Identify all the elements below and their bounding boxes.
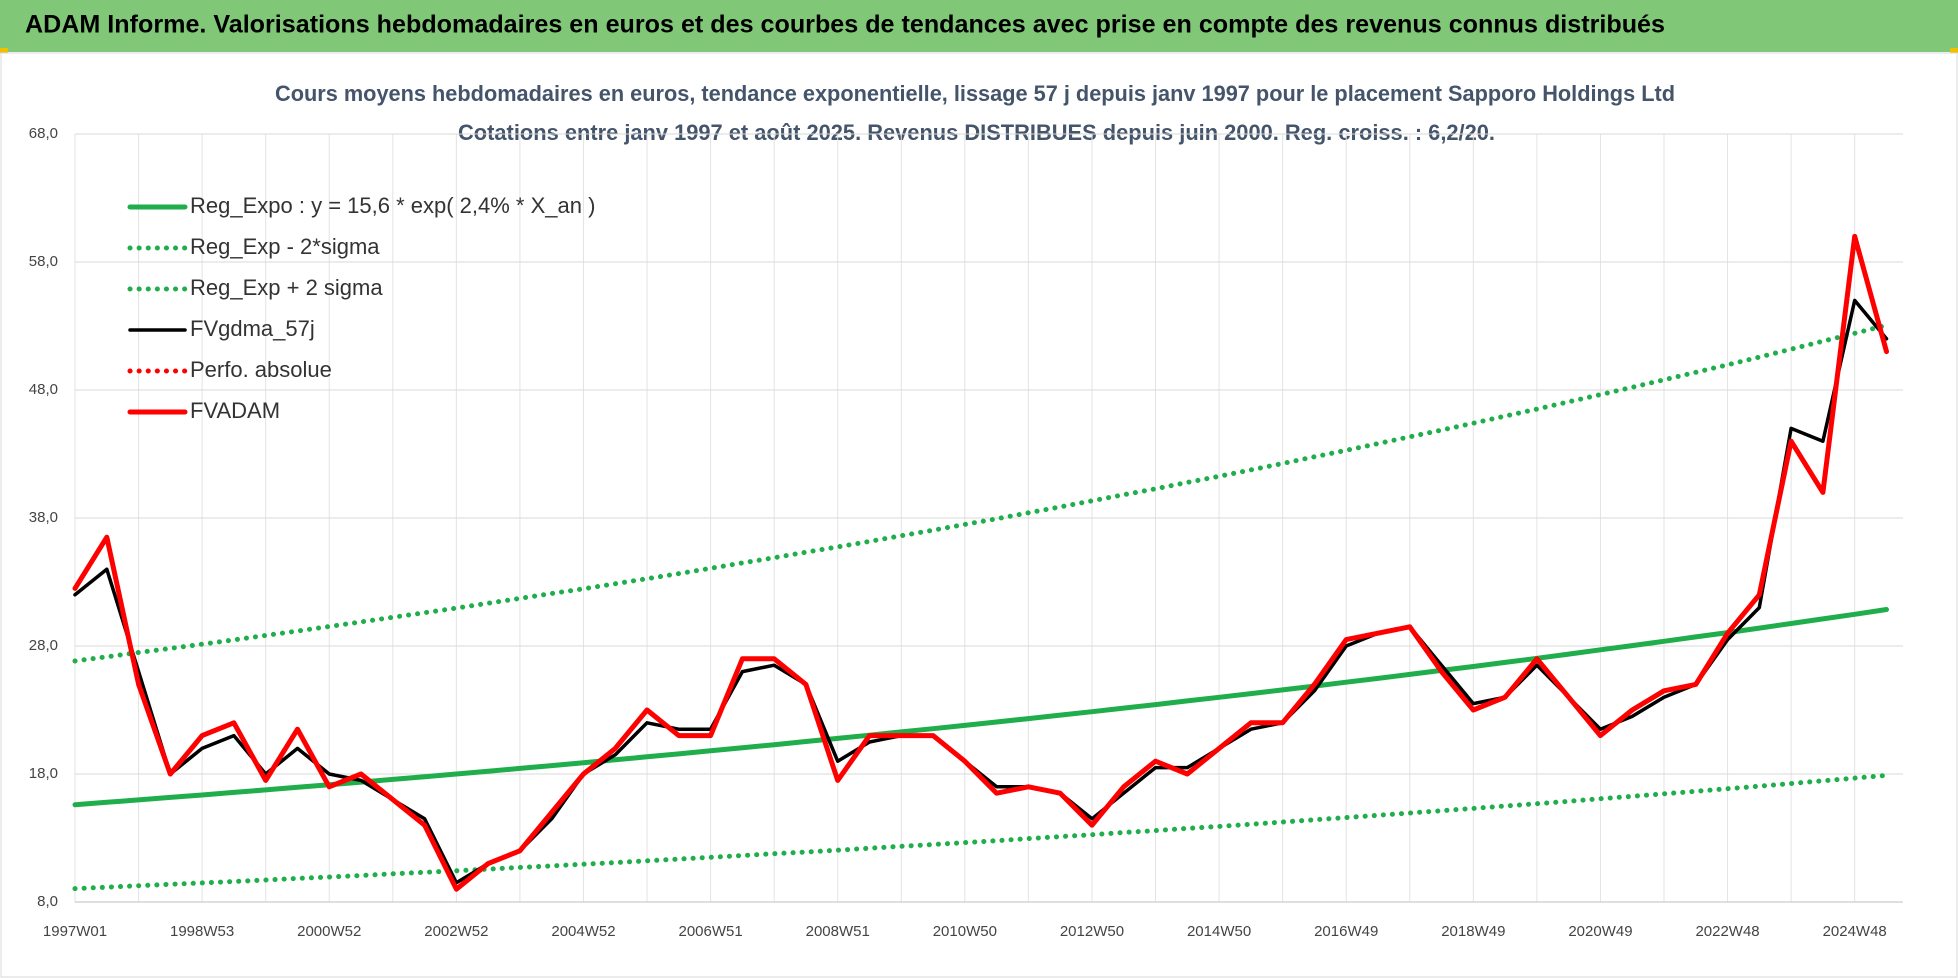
legend-label: Perfo. absolue <box>190 357 332 382</box>
y-tick-label: 58,0 <box>29 253 58 270</box>
x-tick-label: 2006W51 <box>678 923 742 940</box>
x-tick-label: 2004W52 <box>551 923 615 940</box>
y-tick-label: 18,0 <box>29 765 58 782</box>
y-tick-label: 38,0 <box>29 509 58 526</box>
header-bar <box>0 0 1958 52</box>
series-line <box>72 607 1889 808</box>
y-tick-label: 8,0 <box>37 893 58 910</box>
legend-label: FVgdma_57j <box>190 316 315 341</box>
x-tick-label: 1997W01 <box>43 923 107 940</box>
x-tick-label: 2022W48 <box>1695 923 1759 940</box>
y-tick-label: 68,0 <box>29 125 58 142</box>
series-line <box>73 298 1889 885</box>
corner-mark <box>1950 48 1958 53</box>
legend-label: Reg_Exp - 2*sigma <box>190 234 380 259</box>
chart-subtitle: Cotations entre janv 1997 et août 2025. … <box>458 120 1495 145</box>
x-tick-label: 2016W49 <box>1314 923 1378 940</box>
series-line <box>72 322 1889 664</box>
y-tick-label: 28,0 <box>29 637 58 654</box>
x-tick-label: 2000W52 <box>297 923 361 940</box>
chart-frame <box>0 52 1958 978</box>
x-tick-label: 2010W50 <box>933 923 997 940</box>
x-tick-label: 2020W49 <box>1568 923 1632 940</box>
x-tick-label: 2012W50 <box>1060 923 1124 940</box>
series-line <box>72 772 1889 892</box>
legend-label: Reg_Expo : y = 15,6 * exp( 2,4% * X_an ) <box>190 193 595 218</box>
header-title: ADAM Informe. Valorisations hebdomadaire… <box>25 11 1665 39</box>
x-tick-label: 2024W48 <box>1823 923 1887 940</box>
series-line <box>72 233 1889 892</box>
chart-title: Cours moyens hebdomadaires en euros, ten… <box>275 81 1675 106</box>
corner-mark <box>0 48 8 53</box>
legend-label: FVADAM <box>190 398 280 423</box>
x-tick-label: 2014W50 <box>1187 923 1251 940</box>
plot-area: 8,0 18,0 28,0 38,0 48,0 58,0 68,0 1997W01 1998W5… <box>29 125 1903 940</box>
x-tick-label: 1998W53 <box>170 923 234 940</box>
y-tick-label: 48,0 <box>29 381 58 398</box>
legend-label: Reg_Exp + 2 sigma <box>190 275 383 300</box>
x-tick-label: 2002W52 <box>424 923 488 940</box>
x-tick-label: 2008W51 <box>806 923 870 940</box>
x-tick-label: 2018W49 <box>1441 923 1505 940</box>
